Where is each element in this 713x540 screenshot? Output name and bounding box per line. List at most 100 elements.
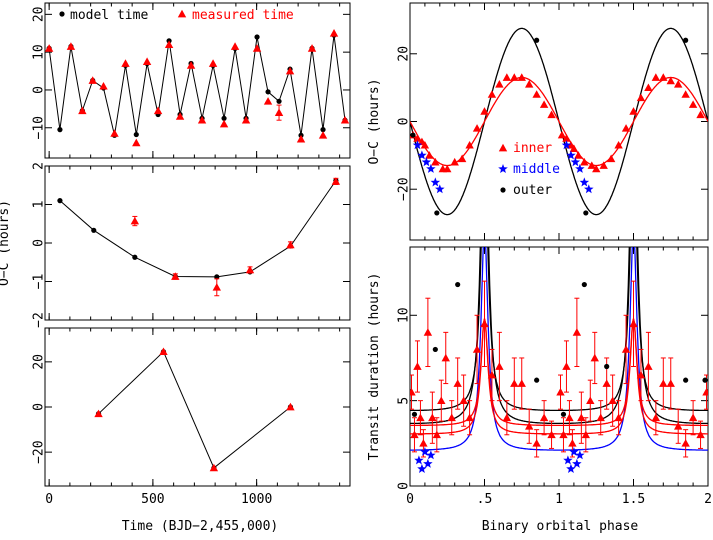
data-point-middle [561, 140, 572, 150]
y-tick-label: 2 [32, 162, 47, 170]
data-point-inner [696, 430, 705, 439]
data-point-measured [209, 463, 219, 472]
data-point-inner [556, 387, 565, 396]
data-point-inner [495, 362, 504, 370]
legend-label-outer: outer [513, 183, 552, 198]
data-point-inner [666, 76, 675, 85]
x-tick-label: 500 [141, 492, 164, 507]
data-point-inner [681, 439, 690, 447]
data-point-inner [557, 130, 567, 139]
data-point-model-time [57, 127, 63, 133]
data-point-inner [487, 90, 497, 98]
data-point-inner [568, 439, 577, 447]
data-point-inner [608, 396, 617, 405]
x-tick-label: .5 [477, 492, 493, 507]
y-tick-label: 10 [397, 307, 412, 323]
data-point-inner [437, 396, 446, 405]
data-point-measured-time [285, 66, 295, 75]
data-point-inner [443, 164, 452, 173]
legend-label-model: model time [70, 8, 148, 23]
y-tick-label: 0 [32, 403, 47, 411]
data-point-model [214, 274, 220, 280]
data-point-inner [447, 413, 456, 422]
data-point-inner [457, 154, 467, 163]
data-point-middle [575, 163, 585, 173]
x-tick-label: 2 [704, 492, 712, 507]
data-point-inner [532, 439, 541, 447]
model-curve-inner [410, 76, 708, 167]
data-point-inner [562, 362, 571, 370]
data-point-inner [651, 413, 661, 422]
data-point-middle [566, 463, 576, 473]
data-point-outer [434, 210, 440, 216]
data-point-measured-time [121, 59, 130, 67]
data-point-inner [629, 319, 638, 328]
data-point-outer [534, 37, 540, 43]
right-x-axis-label: Binary orbital phase [482, 519, 639, 534]
data-point-inner [621, 345, 631, 353]
data-point-inner [587, 161, 596, 169]
data-point-inner [441, 353, 450, 362]
data-point-middle [421, 157, 432, 167]
data-point-inner [636, 93, 646, 102]
data-point-inner [592, 164, 601, 173]
data-point-inner [431, 157, 440, 166]
data-point-inner [410, 387, 416, 396]
y-tick-label: 20 [397, 46, 412, 62]
data-point-middle [430, 177, 441, 187]
data-point-measured-time [153, 106, 163, 115]
data-point-inner [425, 151, 434, 159]
data-point-middle [584, 184, 594, 194]
data-point-measured-time [274, 108, 284, 116]
data-point-inner [629, 107, 638, 115]
data-point-inner [465, 413, 474, 422]
panel-left-bottom [44, 327, 351, 487]
data-point-inner [472, 345, 482, 353]
data-point-inner [688, 100, 698, 108]
data-point-inner [636, 370, 646, 379]
data-point-inner [525, 422, 534, 430]
data-point-inner [465, 141, 474, 149]
data-point-measured-time [142, 57, 152, 65]
data-point-outer [410, 132, 416, 138]
data-point-inner [472, 124, 482, 132]
data-point-inner [539, 413, 549, 422]
data-point-measured-time [110, 129, 119, 137]
data-point-inner [432, 430, 442, 439]
y-tick-label: −1 [32, 274, 47, 290]
data-point-middle [435, 184, 445, 194]
data-point-inner [602, 379, 611, 387]
panel-right-bottom [409, 246, 709, 487]
legend-marker-inner [498, 143, 508, 152]
data-point-measured-time [45, 44, 54, 52]
data-point-middle [563, 455, 573, 465]
data-point-measured-time [132, 138, 141, 147]
data-point-inner [586, 396, 595, 405]
data-point-measured-time [340, 115, 350, 124]
data-point-middle [426, 450, 436, 460]
data-point-outer [534, 377, 540, 383]
series-line-model [98, 350, 291, 469]
data-point-inner [659, 379, 668, 387]
model-curve-inner [410, 318, 708, 435]
y-tick-label: 0 [397, 118, 412, 126]
data-point-inner [502, 73, 512, 81]
data-point-inner [547, 430, 556, 439]
data-point-inner [565, 413, 574, 422]
data-point-inner [590, 353, 599, 362]
plot-area [94, 347, 295, 472]
data-point-measured [159, 347, 168, 356]
data-point-inner [453, 379, 462, 387]
data-point-measured-time [252, 44, 262, 52]
data-point-inner [659, 73, 668, 81]
data-point-outer [560, 411, 567, 417]
data-point-measured-time [66, 42, 76, 50]
data-point-measured [331, 177, 341, 185]
data-point-inner [696, 110, 705, 119]
panel-left-top [44, 2, 351, 159]
legend-marker-middle [498, 164, 508, 173]
x-tick-label: 0 [45, 492, 53, 507]
data-point-outer [455, 281, 461, 288]
data-point-measured-time [219, 119, 229, 128]
